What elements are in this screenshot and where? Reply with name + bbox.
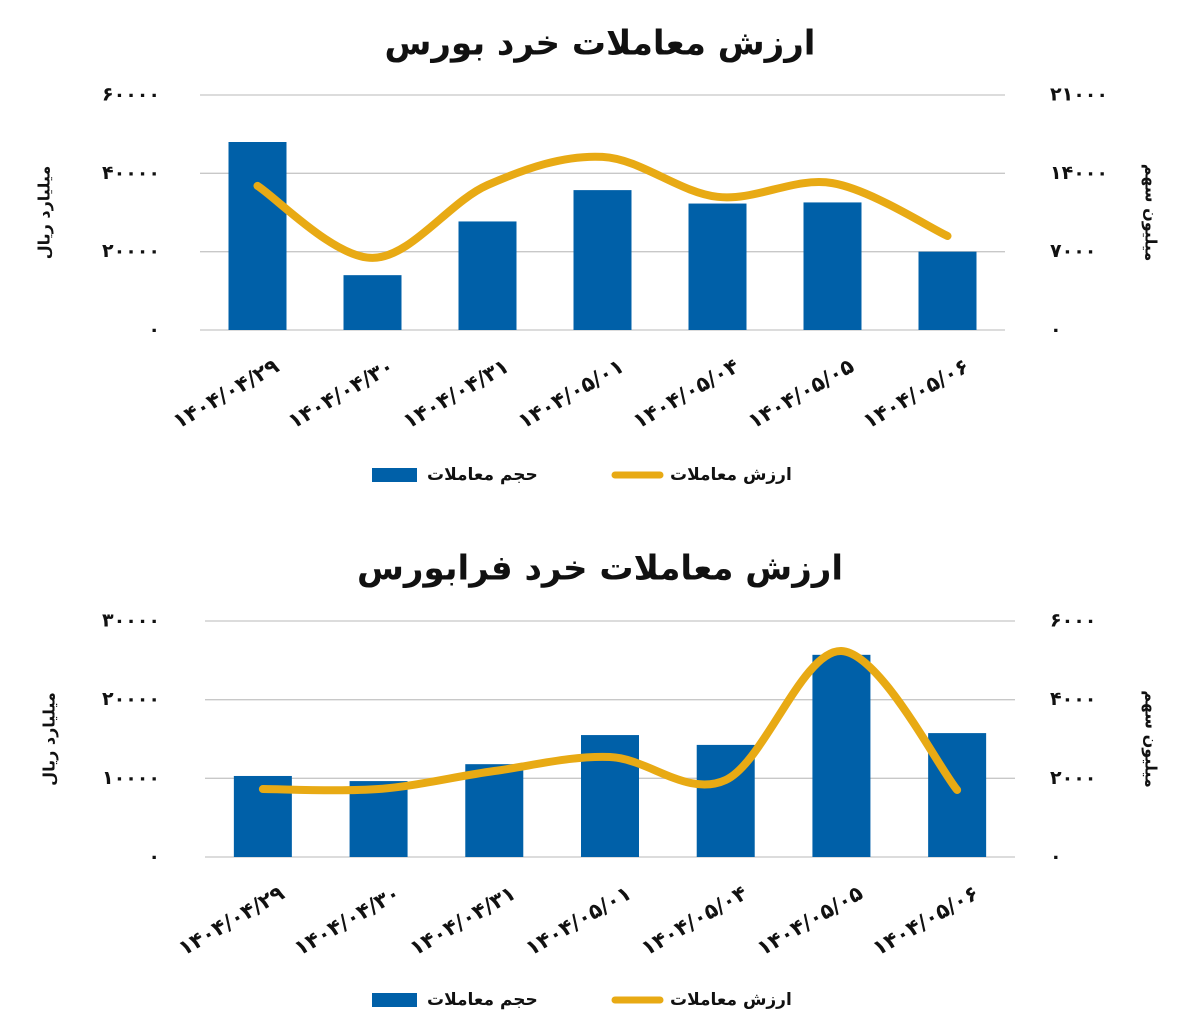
y2-tick-label: ۷۰۰۰ [1050, 240, 1096, 262]
bar [918, 251, 977, 330]
x-tick-label: ۱۴۰۴/۰۴/۲۹ [174, 881, 288, 961]
y-axis-label: میلیارد ریال [35, 166, 54, 260]
x-tick-label: ۱۴۰۴/۰۵/۰۶ [869, 881, 983, 961]
y-tick-label: ۱۰۰۰۰ [102, 767, 160, 789]
x-tick-label: ۱۴۰۴/۰۴/۳۱ [406, 881, 520, 961]
y2-tick-label: ۴۰۰۰ [1050, 688, 1096, 710]
y-tick-label: ۴۰۰۰۰ [102, 162, 160, 184]
x-tick-label: ۱۴۰۴/۰۵/۰۵ [744, 354, 858, 434]
x-tick-label: ۱۴۰۴/۰۴/۳۱ [399, 354, 513, 434]
x-tick-label: ۱۴۰۴/۰۵/۰۴ [637, 881, 751, 961]
legend-label: ارزش معاملات [670, 990, 792, 1010]
bar [812, 654, 871, 857]
y-tick-label: ۳۰۰۰۰ [102, 610, 160, 632]
y2-tick-label: ۰ [1050, 846, 1062, 868]
bar [573, 190, 632, 330]
y-tick-label: ۰ [148, 319, 160, 341]
bar [465, 764, 524, 857]
bar [228, 142, 287, 330]
y-tick-label: ۲۰۰۰۰ [102, 240, 160, 262]
y2-tick-label: ۰ [1050, 319, 1062, 341]
line [253, 152, 952, 262]
legend-swatch [372, 993, 417, 1007]
y2-tick-label: ۲۱۰۰۰ [1050, 84, 1108, 106]
y2-axis-label: میلیون سهم [1142, 690, 1161, 788]
bar [688, 203, 747, 330]
legend-swatch [372, 468, 417, 482]
legend-label: حجم معاملات [427, 465, 538, 485]
x-tick-label: ۱۴۰۴/۰۵/۰۶ [859, 354, 973, 434]
x-tick-label: ۱۴۰۴/۰۵/۰۱ [514, 354, 628, 434]
line [258, 646, 962, 795]
chart-title: ارزش معاملات خرد فرابورس [357, 549, 843, 589]
x-tick-label: ۱۴۰۴/۰۵/۰۵ [753, 881, 867, 961]
y2-tick-label: ۶۰۰۰ [1050, 610, 1096, 632]
x-tick-label: ۱۴۰۴/۰۴/۳۰ [290, 881, 404, 961]
y-tick-label: ۲۰۰۰۰ [102, 688, 160, 710]
y2-tick-label: ۲۰۰۰ [1050, 767, 1096, 789]
legend-label: حجم معاملات [427, 990, 538, 1010]
y2-tick-label: ۱۴۰۰۰ [1050, 162, 1108, 184]
legend-label: ارزش معاملات [670, 465, 792, 485]
bar [803, 202, 862, 330]
bar [928, 733, 987, 857]
x-tick-label: ۱۴۰۴/۰۵/۰۴ [629, 354, 743, 434]
y-axis-label: میلیارد ریال [40, 692, 59, 786]
y-tick-label: ۰ [148, 846, 160, 868]
x-tick-label: ۱۴۰۴/۰۴/۲۹ [169, 354, 283, 434]
y2-axis-label: میلیون سهم [1142, 164, 1161, 262]
x-tick-label: ۱۴۰۴/۰۴/۳۰ [284, 354, 398, 434]
y-tick-label: ۶۰۰۰۰ [102, 84, 160, 106]
bar [343, 275, 402, 330]
chart-title: ارزش معاملات خرد بورس [385, 24, 816, 64]
x-tick-label: ۱۴۰۴/۰۵/۰۱ [521, 881, 635, 961]
bar [458, 221, 517, 330]
